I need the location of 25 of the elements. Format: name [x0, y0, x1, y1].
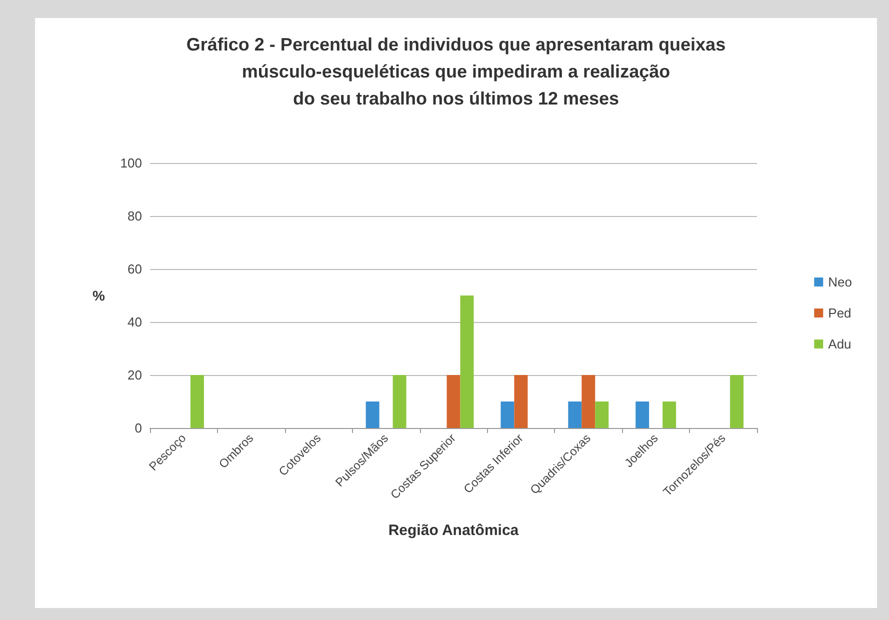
x-axis-title: Região Anatômica [388, 522, 520, 539]
y-tick-label: 100 [120, 156, 142, 170]
bar [636, 402, 650, 428]
y-tick-label: 60 [128, 262, 142, 276]
y-tick-label: 40 [128, 314, 142, 330]
bar [392, 375, 406, 428]
bar [568, 402, 582, 428]
y-tick-label: 20 [128, 368, 142, 382]
bar [460, 296, 474, 428]
bar [500, 402, 514, 428]
bar [514, 375, 528, 428]
bar [366, 402, 380, 428]
legend-label: Adu [828, 336, 852, 352]
chart-title: Gráfico 2 - Percentual de individuos que apresentaram queixas músculo-esqueléticas que impediram a realização do seu trabalho nos últimos 12 meses [186, 34, 726, 108]
bar [662, 402, 676, 428]
bar [582, 375, 596, 428]
bar [190, 375, 204, 428]
bar [595, 402, 609, 428]
y-axis-title: % [92, 288, 106, 304]
legend-label: Neo [828, 274, 852, 290]
y-tick-label: 0 [134, 420, 142, 436]
y-tick-label: 80 [128, 208, 142, 224]
bar [730, 375, 744, 428]
bar [446, 375, 460, 428]
legend-label: Ped [828, 306, 852, 320]
